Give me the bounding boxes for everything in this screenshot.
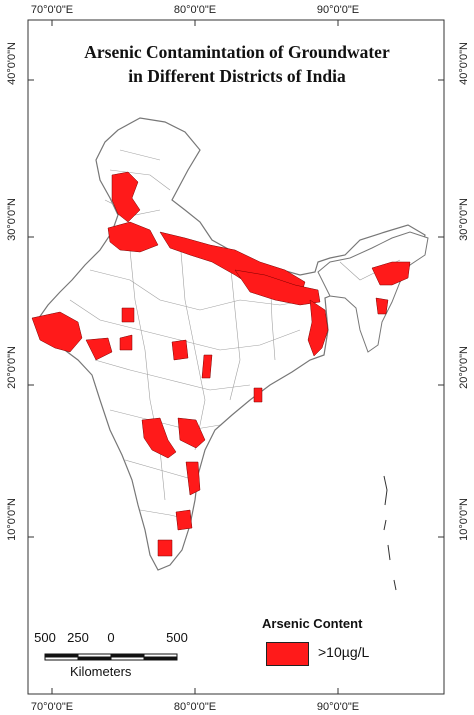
telangana-region — [177, 417, 206, 449]
andaman-islands — [383, 475, 397, 591]
top-lon-label-1: 70°0'0"E — [30, 4, 74, 16]
top-lon-label-2: 80°0'0"E — [173, 4, 217, 16]
bottom-lon-label-1: 70°0'0"E — [30, 701, 74, 713]
map-title: Arsenic Contamintation of Groundwater in… — [36, 40, 438, 88]
bottom-lon-label-3: 90°0'0"E — [316, 701, 360, 713]
rajasthan-region — [121, 307, 135, 323]
left-lat-label-2: 30°0'0"N — [6, 198, 18, 241]
haryana-region — [107, 221, 159, 253]
right-lat-label-2: 30°0'0"N — [458, 198, 470, 241]
gujarat-region — [85, 337, 113, 361]
map-frame — [27, 19, 445, 695]
karnataka-region — [141, 417, 177, 459]
right-lat-label-1: 40°0'0"N — [458, 42, 470, 85]
legend-label: >10µg/L — [318, 644, 370, 660]
west-bengal-region — [307, 299, 329, 357]
scale-unit-label: Kilometers — [70, 664, 132, 679]
right-lat-label-3: 20°0'0"N — [458, 346, 470, 389]
jharkhand-region — [201, 354, 213, 379]
assam-region — [371, 261, 411, 286]
left-lat-label-3: 20°0'0"N — [6, 346, 18, 389]
frame-ticks — [28, 20, 444, 694]
map-title-line-2: in Different Districts of India — [128, 66, 346, 86]
mp-region — [119, 334, 133, 351]
scale-tick-500-right: 500 — [166, 630, 188, 645]
left-lat-label-4: 10°0'0"N — [6, 498, 18, 541]
tripura-region — [375, 297, 389, 315]
legend-swatch — [266, 642, 309, 666]
punjab-region — [111, 171, 141, 223]
chhattisgarh-region — [171, 339, 189, 361]
ap-region — [185, 461, 201, 496]
tn-region — [175, 509, 193, 531]
top-lon-label-3: 90°0'0"E — [316, 4, 360, 16]
kerala-region — [157, 539, 173, 557]
odisha-region — [253, 387, 263, 403]
map-title-line-1: Arsenic Contamintation of Groundwater — [84, 42, 390, 62]
northeast-outline — [317, 231, 429, 353]
bihar-region — [234, 269, 321, 306]
bottom-lon-label-2: 80°0'0"E — [173, 701, 217, 713]
scale-bar — [44, 653, 178, 661]
scale-tick-250: 250 — [67, 630, 89, 645]
legend-title: Arsenic Content — [262, 616, 363, 631]
right-lat-label-4: 10°0'0"N — [458, 498, 470, 541]
district-boundaries — [69, 149, 401, 521]
left-lat-label-1: 40°0'0"N — [6, 42, 18, 85]
scale-tick-0: 0 — [107, 630, 115, 645]
contaminated-districts — [31, 171, 411, 557]
scale-tick-500-left: 500 — [34, 630, 56, 645]
gujarat-kutch-region — [31, 311, 83, 353]
